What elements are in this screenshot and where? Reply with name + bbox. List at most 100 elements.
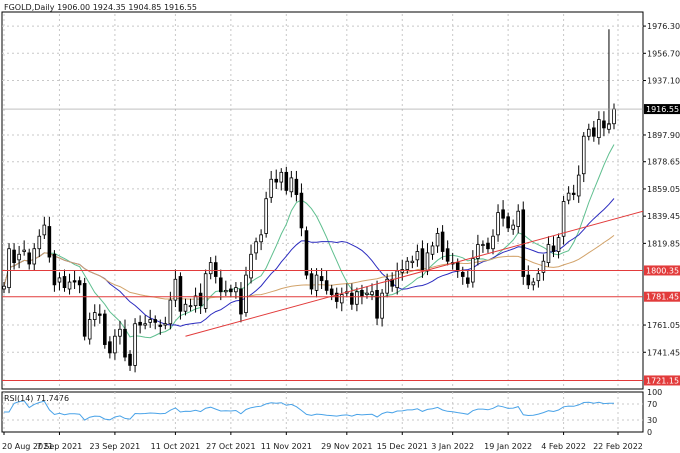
candle-body bbox=[294, 178, 299, 195]
candle-body bbox=[57, 277, 62, 283]
candle bbox=[264, 191, 268, 238]
candle-body bbox=[561, 201, 566, 237]
candle bbox=[516, 204, 521, 234]
candle-body bbox=[556, 237, 561, 252]
candle bbox=[22, 240, 26, 256]
candle bbox=[551, 236, 556, 258]
candle bbox=[329, 284, 334, 301]
candle-body bbox=[148, 319, 152, 323]
candle-body bbox=[173, 278, 178, 301]
candle-body bbox=[108, 341, 112, 354]
candle-body bbox=[516, 210, 521, 227]
candle-body bbox=[526, 274, 531, 286]
candle-body bbox=[284, 171, 289, 191]
y-tick-label: 1761.05 bbox=[647, 321, 680, 330]
candle bbox=[556, 233, 561, 259]
candle-body bbox=[501, 209, 505, 219]
candle-body bbox=[203, 273, 208, 309]
candle bbox=[118, 320, 122, 345]
y-tick-label: 1741.45 bbox=[647, 348, 680, 357]
candle bbox=[496, 204, 500, 242]
candle-body bbox=[551, 245, 556, 252]
candle bbox=[229, 284, 233, 298]
candle bbox=[571, 184, 576, 201]
x-tick-label: 22 Feb 2022 bbox=[593, 442, 643, 451]
candle bbox=[410, 255, 415, 269]
candle-body bbox=[455, 262, 460, 272]
main-panel-frame bbox=[1, 11, 644, 390]
candle-body bbox=[314, 274, 319, 291]
candle-body bbox=[339, 294, 344, 304]
candle bbox=[546, 236, 551, 267]
candle bbox=[602, 111, 606, 137]
candle bbox=[213, 255, 218, 284]
candle bbox=[587, 123, 591, 141]
candle-body bbox=[153, 319, 158, 323]
candle-body bbox=[2, 285, 6, 290]
candle bbox=[269, 170, 273, 203]
candle-body bbox=[435, 233, 440, 247]
candle bbox=[304, 226, 309, 280]
candle-body bbox=[334, 292, 339, 302]
candle bbox=[57, 272, 62, 291]
candle-body bbox=[304, 230, 309, 276]
candle-body bbox=[279, 171, 284, 183]
candle-body bbox=[229, 288, 233, 293]
ohlc-values: 1906.00 1924.35 1904.85 1916.55 bbox=[57, 3, 197, 12]
x-tick-label: 4 Feb 2022 bbox=[541, 442, 586, 451]
candle bbox=[42, 216, 47, 239]
levels-layer: 1800.35 1781.45 1721.15 1916.55 bbox=[2, 104, 680, 386]
candle-body bbox=[87, 319, 92, 340]
candle-body bbox=[612, 108, 616, 125]
y-tick-label: 1839.45 bbox=[647, 212, 680, 221]
candle-body bbox=[491, 235, 495, 250]
candle bbox=[77, 276, 82, 294]
candle bbox=[143, 315, 147, 330]
price-level-tag bbox=[644, 291, 680, 302]
candle-body bbox=[410, 260, 415, 264]
chart-header: FGOLD,Daily 1906.00 1924.35 1904.85 1916… bbox=[4, 3, 197, 12]
candle-body bbox=[22, 249, 26, 252]
rsi-header: RSI(14) 71.7476 bbox=[4, 394, 69, 403]
candle-body bbox=[360, 289, 364, 297]
candle-body bbox=[168, 299, 173, 325]
candle-body bbox=[269, 178, 273, 198]
candle-body bbox=[380, 292, 384, 319]
symbol-label: FGOLD bbox=[4, 3, 32, 12]
candle-body bbox=[602, 120, 606, 129]
candle bbox=[339, 287, 344, 312]
candle-body bbox=[158, 324, 163, 327]
candle bbox=[531, 277, 536, 291]
candle bbox=[193, 287, 198, 313]
candle-body bbox=[188, 305, 193, 308]
price-level-tag bbox=[644, 265, 680, 276]
candle bbox=[355, 287, 359, 312]
candle-body bbox=[395, 270, 400, 289]
candle-body bbox=[324, 280, 329, 291]
candle bbox=[274, 169, 279, 189]
y-tick-label: 1819.85 bbox=[647, 239, 680, 248]
x-tick-label: 11 Oct 2021 bbox=[151, 442, 200, 451]
candle-body bbox=[193, 295, 198, 307]
rsi-tick-label: 0 bbox=[647, 428, 652, 437]
candle-body bbox=[97, 313, 102, 316]
candle-body bbox=[72, 280, 77, 283]
candle bbox=[385, 273, 389, 298]
price-level-label: 1781.45 bbox=[646, 293, 679, 302]
candle bbox=[319, 268, 324, 289]
candle-body bbox=[82, 283, 87, 337]
candle bbox=[445, 240, 450, 266]
candle-body bbox=[299, 192, 304, 229]
price-level-label: 1800.35 bbox=[646, 266, 679, 275]
indicator-layer bbox=[3, 144, 615, 421]
candle bbox=[138, 315, 142, 334]
candle-body bbox=[218, 277, 223, 293]
candle bbox=[334, 287, 339, 309]
candle-body bbox=[103, 313, 107, 345]
candle-body bbox=[224, 289, 228, 293]
candle-body bbox=[264, 198, 268, 234]
candle-body bbox=[355, 291, 359, 305]
candle-body bbox=[370, 291, 374, 295]
